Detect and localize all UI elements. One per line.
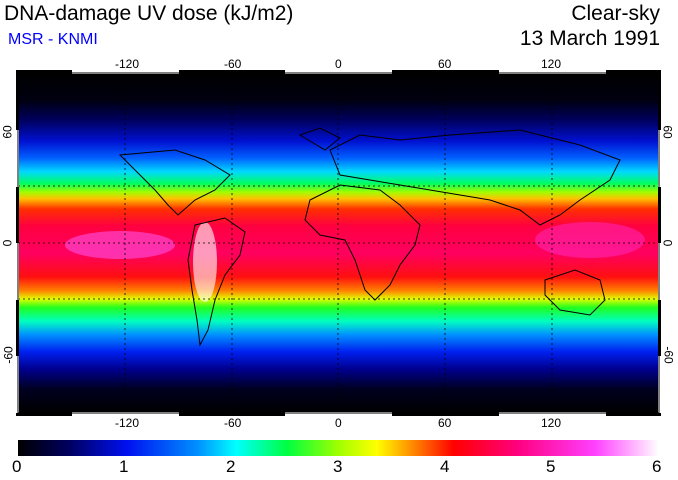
colorbar-tick: 0 <box>12 457 22 476</box>
date-label: 13 March 1991 <box>519 27 660 50</box>
lon-tick-bottom: 0 <box>335 416 342 430</box>
lat-tick-right: 0 <box>660 239 675 247</box>
colorbar-tick: 3 <box>333 457 343 476</box>
lon-tick-top: 60 <box>438 57 452 71</box>
lat-tick-left: -60 <box>1 346 16 364</box>
lat-tick-right: 60 <box>660 125 675 139</box>
lon-tick-bottom: -120 <box>115 416 140 430</box>
coastlines <box>118 127 621 347</box>
graticule <box>18 73 659 413</box>
lon-tick-top: -60 <box>224 57 242 71</box>
lat-tick-left: 0 <box>0 239 15 247</box>
map-frame <box>16 70 661 416</box>
map-title: DNA-damage UV dose (kJ/m2) <box>4 2 294 25</box>
colorbar-tick: 2 <box>226 457 236 476</box>
lon-tick-top: 0 <box>335 57 342 71</box>
colorbar-tick: 6 <box>652 457 662 476</box>
source-label: MSR - KNMI <box>8 31 98 48</box>
colorbar-tick: 4 <box>440 457 450 476</box>
colorbar-tick: 1 <box>119 457 129 476</box>
lat-tick-right: -60 <box>661 346 676 364</box>
sky-condition-label: Clear-sky <box>571 2 660 25</box>
lon-tick-top: 120 <box>541 57 562 71</box>
lon-tick-bottom: -60 <box>224 416 242 430</box>
lon-tick-bottom: 120 <box>541 416 562 430</box>
lon-tick-top: -120 <box>115 57 140 71</box>
lat-tick-left: 60 <box>0 125 15 139</box>
colorbar <box>18 440 659 456</box>
colorbar-tick: 5 <box>546 457 556 476</box>
lon-tick-bottom: 60 <box>438 416 452 430</box>
